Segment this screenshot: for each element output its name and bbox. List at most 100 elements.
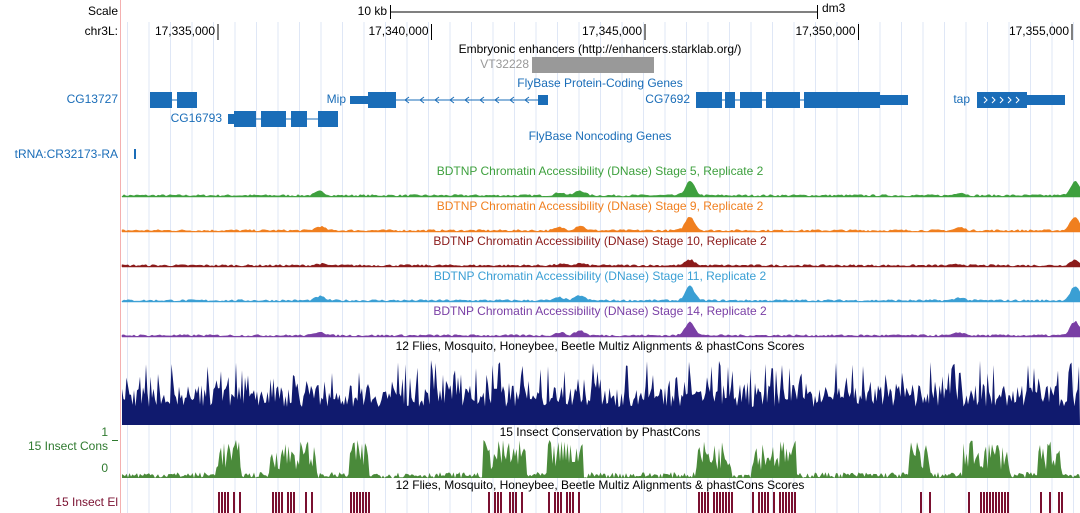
element-bar [983,492,985,513]
element-bar [980,492,982,513]
element-bar [968,492,970,513]
gene-label: CG7692 [645,92,690,106]
element-bar [278,492,280,513]
element-bar [578,492,580,513]
element-bar [227,492,229,513]
element-bar [731,492,733,513]
track-title: BDTNP Chromatin Accessibility (DNase) St… [437,164,764,178]
exon [177,92,197,108]
exon [318,111,338,127]
element-bar [362,492,364,513]
exon [538,95,548,105]
element-bar [356,492,358,513]
utr [350,96,368,104]
ruler-tick-label: 17,340,000 [368,24,428,38]
ruler-tick-label: 17,335,000 [155,24,215,38]
element-bar [782,492,784,513]
exon [234,111,256,127]
element-bar [761,492,763,513]
element-bar [290,492,292,513]
element-bar [722,492,724,513]
strand-arrows [404,96,530,104]
element-bar [728,492,730,513]
scale-bar-label: 10 kb [358,4,388,18]
element-bar [1004,492,1006,513]
element-bar [707,492,709,513]
element-bar [572,492,574,513]
axis-min: 0 [101,461,108,475]
gene-label: tRNA:CR32173-RA [15,147,118,161]
ruler: 17,335,000 17,340,000 17,345,000 17,350,000… [155,24,1073,40]
element-bar [920,492,922,513]
track-title: BDTNP Chromatin Accessibility (DNase) St… [437,199,764,213]
element-bar [719,492,721,513]
exon [766,92,800,108]
element-bar [773,492,775,513]
element-bar [293,492,295,513]
element-bar [233,492,235,513]
element-bar [569,492,571,513]
assembly: dm3 [822,1,846,15]
element-bar [1049,492,1051,513]
element-bar [929,492,931,513]
element-bar [698,492,700,513]
genes: CG13727 CG16793 Mip CG7692 tap [67,92,1065,127]
exon [291,111,307,127]
element-bar [500,492,502,513]
element-bar [1040,492,1042,513]
exon [150,92,172,108]
element-bar [752,492,754,513]
multiz-bars [122,360,1080,425]
utr [1027,95,1065,105]
element-bar [512,492,514,513]
conservation-bars [122,440,1080,478]
exon [368,92,396,108]
dnase-signal [121,259,1080,268]
element-bar [494,492,496,513]
ruler-tick-label: 17,355,000 [1009,24,1069,38]
element-bar [221,492,223,513]
dnase-signal [121,217,1080,233]
element-bar [713,492,715,513]
ruler-tick-label: 17,350,000 [795,24,855,38]
element-bar [350,492,352,513]
element-bar [779,492,781,513]
multiz-signal [122,360,1080,425]
ncrna-feature [134,149,136,159]
element-bar [275,492,277,513]
grid [127,22,1074,513]
track-title: Embryonic enhancers (http://enhancers.st… [459,42,742,56]
dnase-signal [121,320,1080,338]
ruler-tick-label: 17,345,000 [582,24,642,38]
element-bar [566,492,568,513]
gene-label: Mip [327,92,347,106]
conservation-signal [122,440,1080,478]
element-bar [992,492,994,513]
exon [261,111,286,127]
gene-label: CG16793 [171,111,223,125]
element-bar [281,492,283,513]
exon [804,92,880,108]
feature-label: VT32228 [480,57,529,71]
element-bar [560,492,562,513]
exon [977,92,1027,108]
element-bar [521,492,523,513]
element-bar [368,492,370,513]
exon [725,92,735,108]
element-bar [554,492,556,513]
side-label: 15 Insect Cons [28,439,108,453]
element-bar [1001,492,1003,513]
element-bar [1007,492,1009,513]
element-bar [758,492,760,513]
element-bar [239,492,241,513]
track-title: FlyBase Noncoding Genes [529,129,672,143]
element-bar [509,492,511,513]
track-title: FlyBase Protein-Coding Genes [517,76,682,90]
dnase-signal [121,285,1080,303]
element-bar [716,492,718,513]
element-bar [272,492,274,513]
gene-label: CG13727 [67,92,119,106]
element-bar [989,492,991,513]
exon [696,92,722,108]
